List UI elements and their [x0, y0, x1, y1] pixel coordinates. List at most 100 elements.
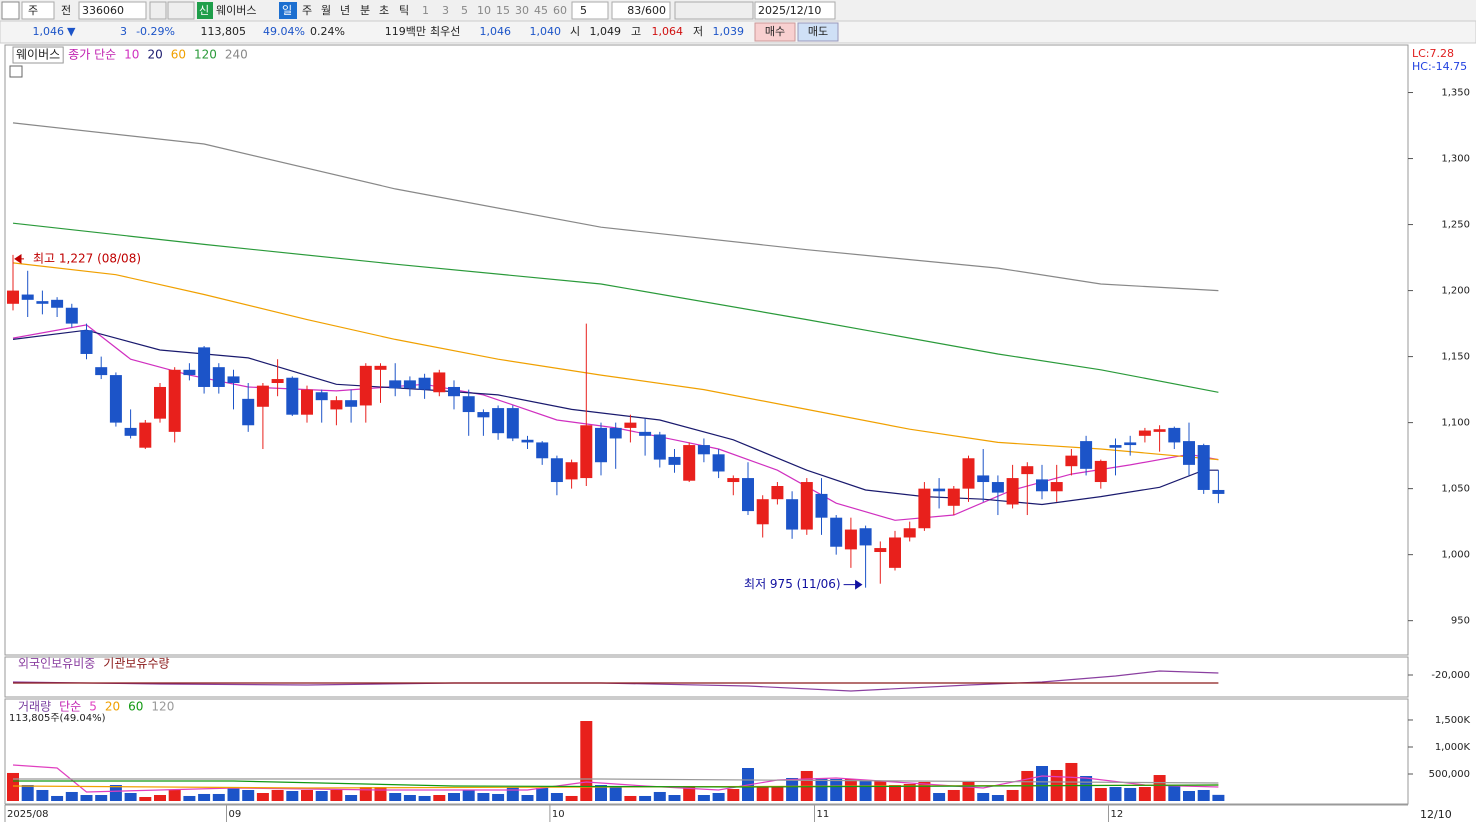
interval[interactable]: 1	[422, 4, 429, 17]
volume-bar	[771, 787, 784, 801]
candle-body	[1094, 460, 1107, 483]
volume-bar	[639, 795, 652, 801]
sell-button[interactable]	[797, 22, 839, 42]
buy-button[interactable]	[754, 22, 796, 42]
period-active[interactable]	[279, 2, 297, 19]
candle-body	[889, 537, 901, 568]
volume-bar	[359, 787, 372, 801]
y-tick-label: 1,050	[1441, 484, 1470, 495]
interval[interactable]: 10	[477, 4, 491, 17]
date-box[interactable]	[754, 1, 836, 20]
volume-bar	[212, 793, 225, 801]
volume-bar	[1109, 787, 1122, 801]
tool-icons[interactable]	[674, 1, 754, 20]
legend-item: 단순	[59, 700, 81, 714]
volume-bar	[124, 793, 137, 801]
volume-bar	[565, 795, 578, 801]
volume-bar	[962, 781, 975, 801]
candle-body	[697, 445, 710, 455]
candle-body	[301, 389, 313, 415]
period-week[interactable]: 주	[302, 4, 312, 17]
market-select[interactable]	[21, 1, 55, 20]
candle-body	[36, 301, 49, 304]
interval[interactable]: 30	[515, 4, 529, 17]
candle-body	[815, 493, 828, 518]
candle-body	[1036, 479, 1048, 492]
volume-bar	[1183, 791, 1195, 801]
interval[interactable]: 15	[496, 4, 510, 17]
candle-body	[1109, 445, 1122, 448]
interval-value[interactable]: 5	[580, 4, 587, 17]
annotation-arrow	[14, 254, 24, 264]
line	[12, 262, 1219, 461]
credit-badge	[197, 2, 213, 19]
volume-bar	[301, 789, 313, 801]
buy[interactable]: 매수	[765, 25, 785, 38]
period-day[interactable]: 일	[282, 3, 292, 17]
candle-body	[345, 400, 358, 407]
date[interactable]: 2025/12/10	[758, 4, 821, 17]
candle-body	[139, 422, 152, 448]
legend-item: 10	[124, 48, 139, 62]
interval-box[interactable]	[571, 1, 609, 20]
candle-body	[271, 379, 284, 384]
y-tick-label: 500,000	[1429, 769, 1470, 780]
volume-bar	[874, 781, 887, 801]
candle-body	[712, 454, 725, 472]
volume-bar	[389, 793, 402, 801]
line	[12, 222, 1219, 393]
candle-body	[624, 422, 637, 428]
candle-body	[462, 396, 475, 413]
sound-btn[interactable]	[167, 1, 195, 20]
code-box[interactable]	[78, 1, 147, 20]
candle-body	[286, 377, 299, 415]
candle-body	[668, 456, 681, 465]
volume-bar	[198, 793, 211, 801]
interval[interactable]: 3	[442, 4, 449, 17]
period-minute[interactable]: 분	[360, 4, 370, 17]
market[interactable]: 주	[28, 4, 38, 17]
legend-item: 60	[128, 700, 143, 714]
legend-item: 외국인보유비중	[18, 657, 95, 671]
period-tick[interactable]: 틱	[399, 4, 409, 17]
candle-body	[727, 478, 740, 483]
volume-bar	[991, 795, 1004, 801]
sell[interactable]: 매도	[808, 25, 828, 38]
legend-item: 웨이버스	[16, 48, 60, 62]
count[interactable]: 83/600	[627, 4, 666, 17]
table-icon[interactable]	[9, 65, 23, 78]
volume-bar	[345, 795, 358, 801]
legend-item: 거래량	[18, 700, 51, 714]
menu-icon[interactable]	[1, 1, 20, 20]
prev[interactable]: 전	[61, 4, 71, 17]
search-btn[interactable]	[149, 1, 167, 20]
x-tick-label: 11	[817, 809, 830, 820]
period-second[interactable]: 초	[379, 4, 389, 17]
candle-body	[521, 439, 534, 443]
candle-body	[1006, 478, 1019, 505]
volume-bar	[462, 789, 475, 801]
stock-code[interactable]: 336060	[82, 4, 124, 17]
period-year[interactable]: 년	[340, 4, 350, 17]
volume-bar	[374, 787, 387, 801]
candle-body	[506, 408, 519, 439]
interval[interactable]: 5	[461, 4, 468, 17]
volume-bar	[1153, 775, 1166, 801]
count-box[interactable]	[611, 1, 671, 20]
candle-body	[580, 425, 593, 479]
volume-bar	[815, 777, 828, 801]
volume-bar	[609, 785, 622, 801]
interval[interactable]: 60	[553, 4, 567, 17]
volume-bar	[668, 795, 681, 801]
volume-bar	[786, 777, 799, 801]
candle-body	[359, 365, 372, 406]
volume-bar	[1138, 787, 1151, 801]
x-tick-label: 12	[1111, 809, 1124, 820]
candle-body	[1124, 442, 1137, 446]
volume-bar	[315, 791, 328, 801]
candle-body	[477, 412, 490, 418]
y-tick-label: 1,500K	[1435, 715, 1471, 726]
period-month[interactable]: 월	[321, 4, 331, 17]
interval[interactable]: 45	[534, 4, 548, 17]
volume-bar	[756, 787, 769, 801]
